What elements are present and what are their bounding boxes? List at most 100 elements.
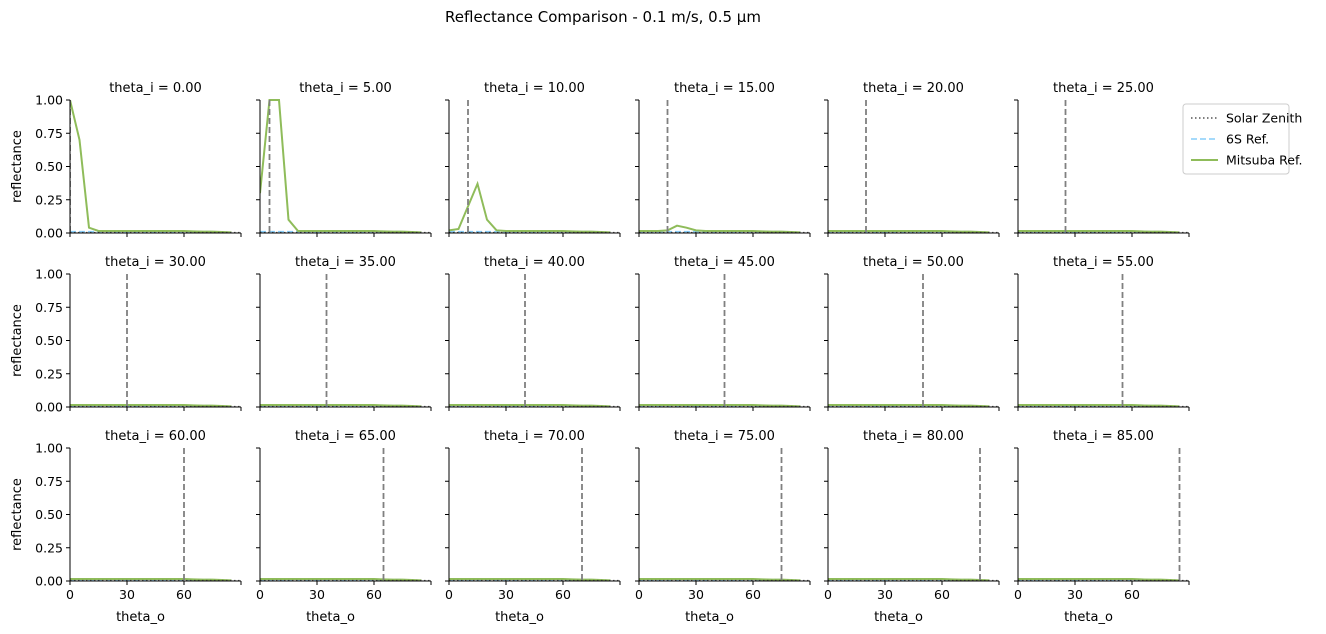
panel-title: theta_i = 85.00 (1053, 429, 1154, 444)
panel: theta_i = 60.00 0.00 0.25 0.50 0.75 1.00 0 30 60… (10, 429, 242, 625)
x-tick-label: 0 (635, 587, 643, 602)
panel-title: theta_i = 25.00 (1053, 81, 1154, 96)
y-axis-label: reflectance (10, 130, 25, 203)
x-tick-label: 60 (555, 587, 571, 602)
y-tick-label: 1.00 (35, 441, 63, 456)
panel-title: theta_i = 20.00 (863, 81, 964, 96)
x-tick-label: 0 (1014, 587, 1022, 602)
panel-grid: theta_i = 0.00 0.00 0.25 0.50 0.75 1.00 reflec… (10, 81, 1190, 625)
panel: theta_i = 5.00 (256, 81, 432, 237)
panel: theta_i = 75.00 0 30 60 theta_o (635, 429, 811, 625)
panel-data (260, 274, 431, 407)
panel-data (449, 100, 620, 233)
panel-data (260, 99, 431, 233)
x-tick-label: 0 (256, 587, 264, 602)
panel-data (70, 99, 241, 233)
legend-item-solar-zenith: Solar Zenith (1191, 111, 1302, 126)
series-mitsuba-line (70, 99, 232, 233)
panel-data (260, 448, 431, 581)
series-mitsuba-line (70, 578, 232, 581)
x-axis-label: theta_o (495, 610, 544, 625)
panel: theta_i = 50.00 (824, 255, 1000, 411)
series-mitsuba-line (1018, 404, 1180, 407)
panel: theta_i = 35.00 (256, 255, 432, 411)
y-tick-label: 0.50 (35, 507, 63, 522)
panel-data (70, 448, 241, 581)
panel-data (70, 274, 241, 407)
legend-label: Mitsuba Ref. (1226, 153, 1302, 168)
series-mitsuba-line (449, 180, 611, 233)
panel-title: theta_i = 55.00 (1053, 255, 1154, 270)
panel-title: theta_i = 60.00 (105, 429, 206, 444)
panel-data (828, 100, 999, 233)
panel: theta_i = 0.00 0.00 0.25 0.50 0.75 1.00 reflec… (10, 81, 242, 241)
y-tick-label: 1.00 (35, 93, 63, 108)
panel: theta_i = 15.00 (635, 81, 811, 237)
x-axis-label: theta_o (685, 610, 734, 625)
series-mitsuba-line (828, 578, 990, 581)
panel-title: theta_i = 5.00 (299, 81, 392, 96)
x-tick-label: 0 (445, 587, 453, 602)
x-tick-label: 60 (934, 587, 950, 602)
y-tick-label: 0.25 (35, 366, 63, 381)
x-tick-label: 60 (745, 587, 761, 602)
x-tick-label: 60 (366, 587, 382, 602)
legend: Solar Zenith 6S Ref. Mitsuba Ref. (1182, 103, 1302, 175)
legend-item-mitsuba: Mitsuba Ref. (1191, 153, 1302, 168)
panel: theta_i = 70.00 0 30 60 theta_o (445, 429, 621, 625)
series-mitsuba-line (828, 404, 990, 407)
legend-label: Solar Zenith (1226, 111, 1302, 126)
x-axis-label: theta_o (116, 610, 165, 625)
y-tick-label: 0.00 (35, 400, 63, 415)
panel-title: theta_i = 15.00 (674, 81, 775, 96)
panel: theta_i = 25.00 (1014, 81, 1190, 237)
panel-title: theta_i = 70.00 (484, 429, 585, 444)
series-mitsuba-line (1018, 230, 1180, 233)
panel-title: theta_i = 75.00 (674, 429, 775, 444)
series-mitsuba-line (449, 578, 611, 581)
series-mitsuba-line (70, 404, 232, 407)
series-mitsuba-line (639, 578, 801, 581)
panel: theta_i = 80.00 0 30 60 theta_o (824, 429, 1000, 625)
y-tick-label: 0.50 (35, 333, 63, 348)
panel-data (828, 274, 999, 407)
panel: theta_i = 65.00 0 30 60 theta_o (256, 429, 432, 625)
panel: theta_i = 10.00 (445, 81, 621, 237)
x-axis-label: theta_o (306, 610, 355, 625)
x-tick-label: 60 (176, 587, 192, 602)
figure-title: Reflectance Comparison - 0.1 m/s, 0.5 µm (445, 8, 761, 26)
series-mitsuba-line (639, 404, 801, 407)
x-tick-label: 0 (824, 587, 832, 602)
series-mitsuba-line (1018, 578, 1180, 581)
panel-data (639, 448, 810, 581)
panel-data (639, 100, 810, 233)
y-tick-label: 0.75 (35, 474, 63, 489)
panel-data (449, 274, 620, 407)
series-mitsuba-line (260, 99, 422, 233)
x-tick-label: 30 (877, 587, 893, 602)
legend-item-6s: 6S Ref. (1191, 132, 1269, 147)
x-tick-label: 30 (688, 587, 704, 602)
series-mitsuba-line (639, 224, 801, 233)
x-tick-label: 60 (1124, 587, 1140, 602)
panel-title: theta_i = 40.00 (484, 255, 585, 270)
legend-frame (1182, 103, 1290, 175)
panel-data (1018, 274, 1189, 407)
y-tick-label: 0.50 (35, 159, 63, 174)
y-tick-label: 0.75 (35, 126, 63, 141)
x-tick-label: 0 (66, 587, 74, 602)
x-tick-label: 30 (498, 587, 514, 602)
y-tick-label: 0.75 (35, 300, 63, 315)
panel-data (1018, 100, 1189, 233)
x-tick-label: 30 (309, 587, 325, 602)
panel: theta_i = 45.00 (635, 255, 811, 411)
y-tick-label: 0.00 (35, 226, 63, 241)
y-tick-label: 1.00 (35, 267, 63, 282)
panel-title: theta_i = 0.00 (109, 81, 202, 96)
panel: theta_i = 55.00 (1014, 255, 1190, 411)
x-tick-label: 30 (119, 587, 135, 602)
y-tick-label: 0.25 (35, 192, 63, 207)
panel-title: theta_i = 80.00 (863, 429, 964, 444)
series-mitsuba-line (260, 578, 422, 581)
